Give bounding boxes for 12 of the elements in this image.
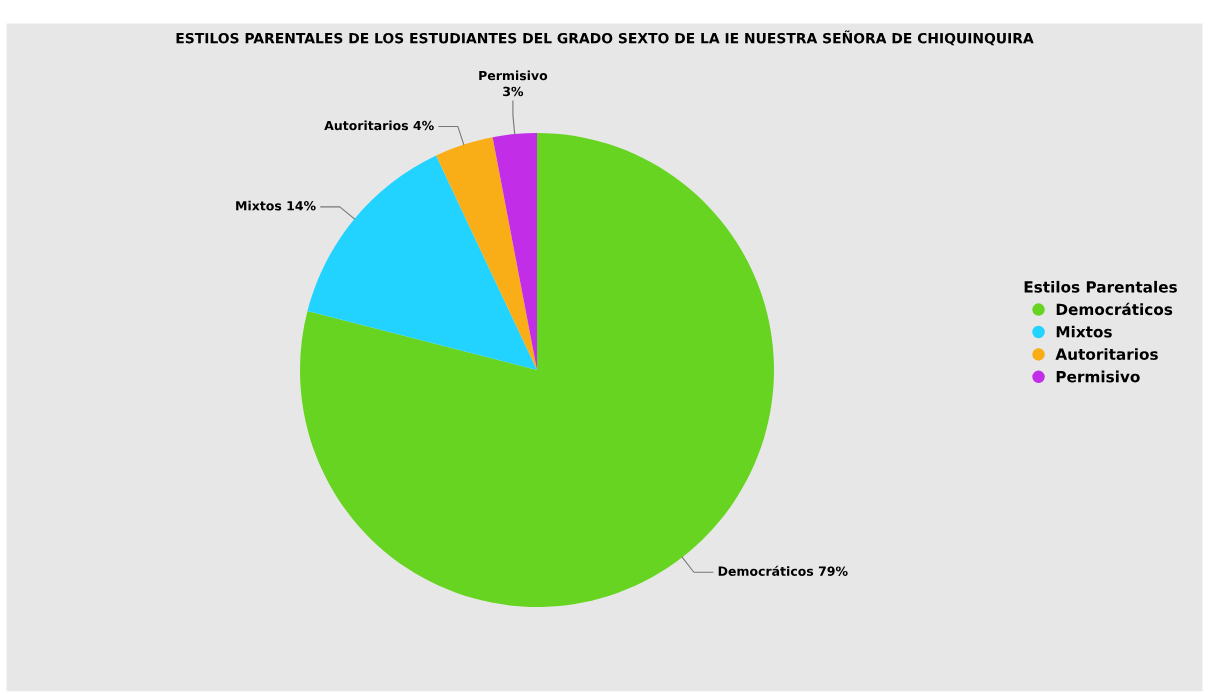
data-label: Democráticos 79% — [718, 565, 848, 576]
legend-label: Autoritarios — [1055, 348, 1158, 360]
data-label: Mixtos 14% — [236, 200, 316, 211]
data-label: Permisivo 3% — [479, 70, 548, 97]
legend-title: Estilos Parentales — [1024, 280, 1177, 293]
pie-slice — [436, 137, 537, 370]
legend-label: Permisivo — [1056, 370, 1140, 383]
pie-slice — [492, 133, 537, 370]
data-label: Autoritarios 4% — [324, 120, 434, 131]
legend-label: Mixtos — [1056, 325, 1112, 338]
legend-label: Democráticos — [1056, 302, 1173, 316]
chart-title: ESTILOS PARENTALES DE LOS ESTUDIANTES DEL GRADO SEXTO DE LA IE NUESTRA SEÑORA DE CHIQUINQUIRA — [176, 30, 1034, 46]
